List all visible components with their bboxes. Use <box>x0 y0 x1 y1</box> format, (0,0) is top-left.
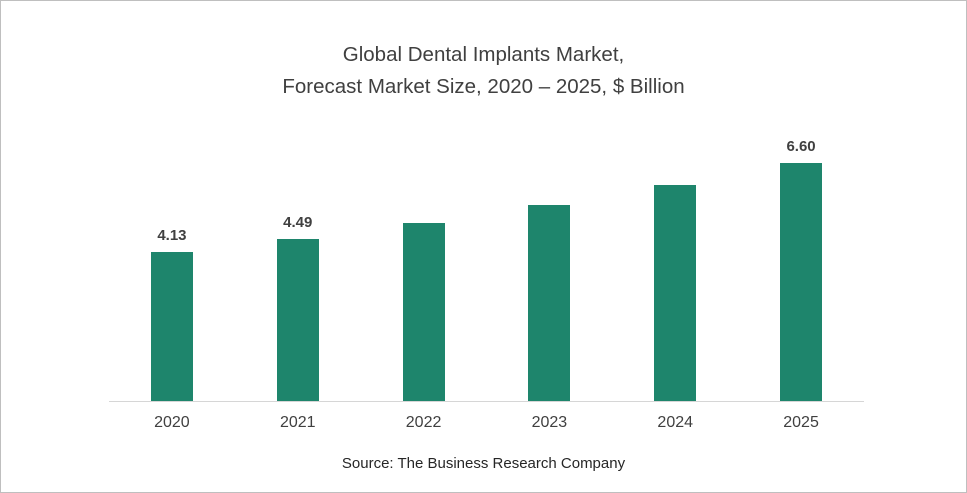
bars-row: 4.13 4.49 6.60 <box>109 129 864 402</box>
bar-value-label-2025: 6.60 <box>786 138 816 155</box>
plot-area: 4.13 4.49 6.60 2020 2021 2022 2023 2024 2025 <box>109 129 864 432</box>
chart-title-line1: Global Dental Implants Market, <box>342 43 625 66</box>
x-axis: 2020 2021 2022 2023 2024 2025 <box>109 402 864 432</box>
bar-column-2023 <box>486 129 612 401</box>
bar-column-2022 <box>361 129 487 401</box>
chart-title-line2: Forecast Market Size, 2020 – 2025, $ Bil… <box>282 75 685 98</box>
bar-2020 <box>150 252 193 401</box>
x-axis-label-2021: 2021 <box>279 414 316 431</box>
bar-2021 <box>276 239 319 401</box>
bar-column-2021: 4.49 <box>235 129 361 401</box>
bar-column-2024 <box>612 129 738 401</box>
x-axis-label-2020: 2020 <box>154 414 190 431</box>
x-axis-label-2024: 2024 <box>657 414 694 431</box>
bar-2022 <box>402 223 445 401</box>
bar-column-2025: 6.60 <box>738 129 864 401</box>
bar-2024 <box>654 185 697 401</box>
x-axis-label-2025: 2025 <box>783 414 819 431</box>
bar-2023 <box>528 205 571 401</box>
bar-column-2020: 4.13 <box>109 129 235 401</box>
bar-value-label-2020: 4.13 <box>157 227 187 244</box>
source-caption: Source: The Business Research Company <box>341 455 626 472</box>
x-axis-label-2022: 2022 <box>405 414 442 431</box>
chart-title: Global Dental Implants Market, Forecast … <box>1 39 966 103</box>
bar-value-label-2021: 4.49 <box>283 214 313 231</box>
bar-2025 <box>780 163 823 401</box>
x-axis-label-2023: 2023 <box>531 414 568 431</box>
